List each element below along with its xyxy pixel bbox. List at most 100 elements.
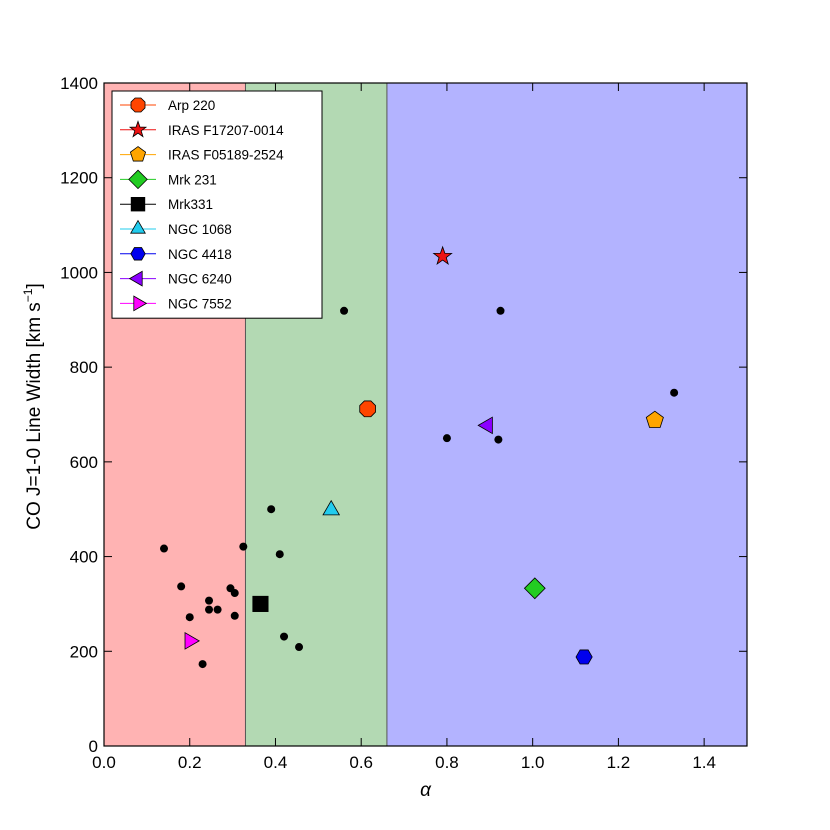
y-tick-label: 600 xyxy=(70,453,98,472)
data-point xyxy=(205,605,214,614)
data-point xyxy=(230,611,239,620)
legend-label: IRAS F17207-0014 xyxy=(168,123,284,138)
x-tick-label: 1.0 xyxy=(521,753,545,772)
y-tick-label: 0 xyxy=(89,737,98,756)
y-tick-label: 1200 xyxy=(60,169,98,188)
data-point xyxy=(177,582,186,591)
y-tick-label: 200 xyxy=(70,642,98,661)
octagon-marker-shape xyxy=(130,97,146,113)
legend-label: Arp 220 xyxy=(168,98,215,113)
pentagon-marker-shape xyxy=(129,146,147,162)
point-ngc-1068 xyxy=(322,499,341,516)
band-2 xyxy=(386,83,747,746)
diamond-marker-shape xyxy=(523,577,546,600)
point-iras-f17207-0014 xyxy=(432,245,453,265)
legend-marker-ngc-1068 xyxy=(130,219,146,234)
x-tick-label: 1.4 xyxy=(692,753,716,772)
legend-item-iras-f17207-0014: IRAS F17207-0014 xyxy=(120,120,284,138)
star-marker-shape xyxy=(128,120,148,138)
data-point xyxy=(213,605,222,614)
data-point xyxy=(239,542,248,551)
galaxy-points xyxy=(184,245,664,665)
legend-marker-mrk-231 xyxy=(128,169,148,190)
data-point xyxy=(280,632,289,641)
square-marker-shape xyxy=(252,595,269,612)
legend-marker-ngc-6240 xyxy=(128,270,143,287)
x-tick-label: 0.6 xyxy=(349,753,373,772)
point-arp-220 xyxy=(359,400,376,418)
legend-item-mrk331: Mrk331 xyxy=(120,196,213,212)
triangle-right-marker-shape xyxy=(133,295,148,312)
legend-label: NGC 6240 xyxy=(168,272,232,287)
y-tick-label: 1400 xyxy=(60,74,98,93)
diamond-marker-shape xyxy=(128,169,148,190)
data-point xyxy=(198,660,207,669)
y-axis-label-superscript: −1 xyxy=(21,288,35,302)
triangle-left-marker-shape xyxy=(128,270,143,287)
y-axis-label-end: ] xyxy=(24,283,45,288)
legend-item-ngc-6240: NGC 6240 xyxy=(120,270,232,287)
point-ngc-7552 xyxy=(184,631,200,650)
y-axis-label: CO J=1-0 Line Width [km s−1] xyxy=(21,283,45,530)
y-axis-label-main: CO J=1-0 Line Width [km s xyxy=(24,302,45,530)
data-point xyxy=(185,613,194,622)
x-tick-label: 0.4 xyxy=(264,753,288,772)
square-marker-shape xyxy=(130,196,146,212)
legend-item-arp-220: Arp 220 xyxy=(120,97,215,113)
legend-item-mrk-231: Mrk 231 xyxy=(120,169,217,190)
legend-marker-arp-220 xyxy=(130,97,146,113)
octagon-marker-shape xyxy=(359,400,376,418)
point-mrk331 xyxy=(252,595,269,612)
legend-label: NGC 4418 xyxy=(168,247,232,262)
data-point xyxy=(275,550,284,559)
legend-marker-mrk331 xyxy=(130,196,146,212)
legend-item-ngc-7552: NGC 7552 xyxy=(120,295,232,312)
legend-marker-iras-f17207-0014 xyxy=(128,120,148,138)
legend-item-iras-f05189-2524: IRAS F05189-2524 xyxy=(120,146,284,163)
legend-label: Mrk331 xyxy=(168,197,213,212)
legend-label: NGC 1068 xyxy=(168,222,232,237)
data-point xyxy=(205,596,214,605)
legend-item-ngc-1068: NGC 1068 xyxy=(120,219,232,237)
x-axis-label: α xyxy=(420,780,432,801)
legend: Arp 220 IRAS F17207-0014 IRAS F05189-2524 M… xyxy=(111,90,323,319)
x-tick-label: 0.0 xyxy=(92,753,116,772)
data-point xyxy=(160,544,169,553)
hexagon-marker-shape xyxy=(130,247,146,261)
legend-label: IRAS F05189-2524 xyxy=(168,148,284,163)
data-point xyxy=(494,435,503,444)
x-tick-label: 0.2 xyxy=(178,753,202,772)
tick-labels: 0.0 0.2 0.4 0.6 0.8 1.0 1.2 1.4 0 200 400 600 800 100… xyxy=(60,74,716,772)
hexagon-marker-shape xyxy=(575,649,593,665)
y-tick-label: 800 xyxy=(70,358,98,377)
data-point xyxy=(496,306,505,315)
data-point xyxy=(230,589,239,598)
triangle-right-marker-shape xyxy=(184,631,200,650)
triangle-up-marker-shape xyxy=(130,219,146,234)
x-tick-label: 0.8 xyxy=(435,753,459,772)
legend-marker-ngc-7552 xyxy=(133,295,148,312)
triangle-left-marker-shape xyxy=(477,416,493,435)
star-marker-shape xyxy=(432,245,453,265)
data-point xyxy=(442,434,451,443)
legend-label: NGC 7552 xyxy=(168,296,232,311)
data-point xyxy=(670,388,679,397)
data-point xyxy=(340,306,349,315)
legend-item-ngc-4418: NGC 4418 xyxy=(120,247,232,262)
point-iras-f05189-2524 xyxy=(645,410,664,428)
data-point xyxy=(267,505,276,514)
y-tick-label: 400 xyxy=(70,548,98,567)
legend-marker-iras-f05189-2524 xyxy=(129,146,147,162)
data-point xyxy=(295,643,304,652)
plot-frame xyxy=(103,82,748,747)
legend-marker-ngc-4418 xyxy=(130,247,146,261)
pentagon-marker-shape xyxy=(645,410,664,428)
point-ngc-4418 xyxy=(575,649,593,665)
x-tick-label: 1.2 xyxy=(607,753,631,772)
background-points xyxy=(160,306,679,669)
y-tick-label: 1000 xyxy=(60,263,98,282)
point-ngc-6240 xyxy=(477,416,493,435)
point-mrk-231 xyxy=(523,577,546,600)
triangle-up-marker-shape xyxy=(322,499,341,516)
